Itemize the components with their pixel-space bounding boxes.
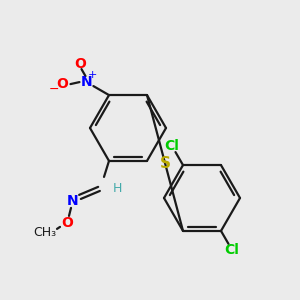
Text: H: H (112, 182, 122, 195)
Text: N: N (67, 194, 79, 208)
Text: O: O (56, 77, 68, 91)
Text: N: N (81, 75, 92, 89)
Text: Cl: Cl (165, 139, 179, 153)
Text: Cl: Cl (225, 243, 239, 257)
Text: O: O (74, 57, 86, 71)
Text: O: O (61, 216, 73, 230)
Text: CH₃: CH₃ (33, 226, 57, 239)
Text: S: S (160, 155, 170, 170)
Text: −: − (48, 82, 59, 96)
Text: +: + (88, 70, 97, 80)
